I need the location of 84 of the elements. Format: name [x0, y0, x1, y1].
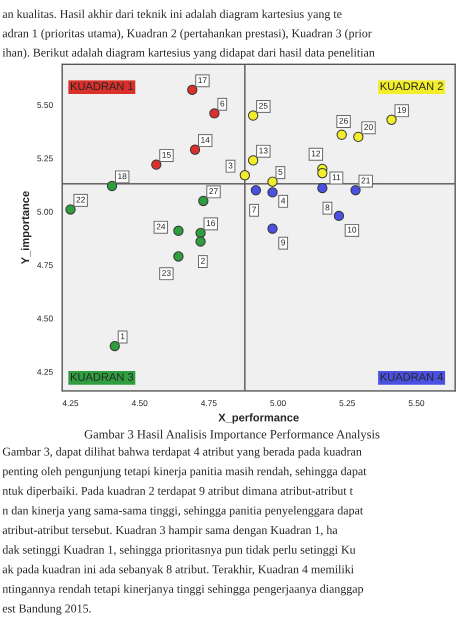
annotation: 27 — [209, 188, 218, 194]
y-tick-label: 4.25 — [37, 368, 53, 375]
y-tick-label: 5.00 — [37, 208, 53, 215]
x-tick-label: 5.50 — [408, 400, 424, 406]
point — [187, 84, 198, 96]
annotation: 12 — [312, 150, 320, 156]
text: adran 1 (prioritas utama), Kuadran 2 (pertahankan prestasi), Kuadran 3 (prior — [2, 28, 372, 40]
point — [173, 226, 184, 236]
annotation: 18 — [118, 173, 126, 180]
point — [209, 108, 220, 119]
point — [195, 228, 206, 238]
annotation: 25 — [259, 102, 268, 109]
annotation: 14 — [201, 137, 210, 143]
annotation: 3 — [228, 162, 232, 168]
text: Gambar 3 Hasil Analisis Importance Performance Analysis — [84, 430, 380, 442]
point — [198, 196, 208, 206]
point — [248, 155, 258, 166]
text: ntingannya rendah tetapi kinerjanya tinggi sehingga pengerjaanya dianggap — [2, 584, 364, 596]
y-tick-label: 4.50 — [37, 316, 53, 322]
annotation: 4 — [281, 198, 286, 204]
annotation: 17 — [198, 77, 207, 83]
point — [334, 210, 344, 222]
point — [106, 180, 118, 192]
text: penting oleh pengunjung tetapi kinerja panitia masih rendah, sehingga dapat — [2, 466, 366, 478]
annotation: 6 — [220, 100, 224, 107]
annotation: 19 — [398, 107, 406, 113]
annotation: 16 — [206, 220, 216, 226]
point — [248, 110, 258, 121]
text: ihan). Berikut adalah diagram kartesius yang didapat dari hasil data penelitian — [2, 48, 375, 60]
annotation: 24 — [156, 224, 166, 230]
text: ak pada kuadran ini ada sebanyak 8 atribut. Terakhir, Kuadran 4 memiliki — [2, 564, 354, 576]
x-axis-title: X_performance — [218, 413, 299, 424]
annotation: 9 — [281, 240, 286, 246]
y-axis-title: Y_importance — [21, 191, 32, 264]
point — [267, 224, 278, 234]
annotation: 8 — [325, 204, 330, 210]
annotation: 5 — [278, 169, 282, 175]
annotation: 15 — [162, 152, 171, 158]
point — [267, 176, 278, 187]
annotation: 21 — [362, 177, 370, 184]
y-tick-label: 5.50 — [37, 102, 53, 108]
point — [250, 185, 262, 196]
point — [353, 132, 364, 142]
point — [65, 204, 76, 215]
text: ntuk diperbaiki. Pada kuadran 2 terdapat 9 atribut dimana atribut-atribut t — [2, 486, 353, 498]
point — [190, 144, 200, 155]
annotation: 13 — [259, 148, 268, 154]
point — [386, 114, 397, 125]
annotation: KUADRAN 3 — [70, 372, 134, 381]
annotation: 1 — [120, 333, 125, 340]
text: atribut-atribut tersebut. Kuadran 3 hampir sama dengan Kuadran 1, ha — [2, 526, 338, 537]
point — [350, 185, 361, 196]
x-tick-label: 4.50 — [132, 400, 148, 406]
annotation: 26 — [339, 118, 348, 124]
x-tick-label: 4.75 — [200, 400, 217, 406]
text: n dan kinerja yang sama-sama tinggi, sehingga panitia penyelenggara dapat — [2, 506, 364, 517]
y-tick-label: 5.25 — [37, 155, 53, 162]
annotation: KUADRAN 4 — [380, 373, 444, 381]
point — [336, 130, 347, 140]
annotation: 10 — [348, 226, 356, 233]
annotation: 20 — [364, 124, 373, 130]
y-tick-label: 4.75 — [37, 262, 53, 268]
x-tick-label: 5.25 — [339, 400, 356, 406]
point — [195, 236, 206, 247]
point — [317, 182, 328, 194]
text: est Bandung 2015. — [2, 604, 91, 615]
annotation: 7 — [252, 206, 256, 212]
text: an kualitas. Hasil akhir dari teknik ini adalah diagram kartesius yang te — [2, 10, 342, 21]
point — [317, 168, 328, 178]
annotation: KUADRAN 2 — [380, 82, 443, 90]
point — [173, 251, 184, 262]
text: dak setinggi Kuadran 1, sehingga prioritasnya pun tidak perlu setinggi Ku — [2, 545, 356, 556]
point — [110, 340, 120, 352]
x-tick-label: 4.25 — [62, 400, 78, 406]
annotation: 2 — [200, 258, 205, 264]
annotation: 22 — [76, 196, 85, 203]
point — [151, 160, 162, 170]
point — [267, 187, 278, 198]
text: Gambar 3, dapat dilihat bahwa terdapat 4 atribut yang berada pada kuadran — [2, 447, 362, 458]
annotation: 23 — [162, 270, 171, 276]
x-tick-label: 5.00 — [270, 400, 286, 406]
point — [240, 170, 250, 180]
annotation: KUADRAN 1 — [70, 82, 134, 90]
annotation: 11 — [332, 174, 340, 180]
